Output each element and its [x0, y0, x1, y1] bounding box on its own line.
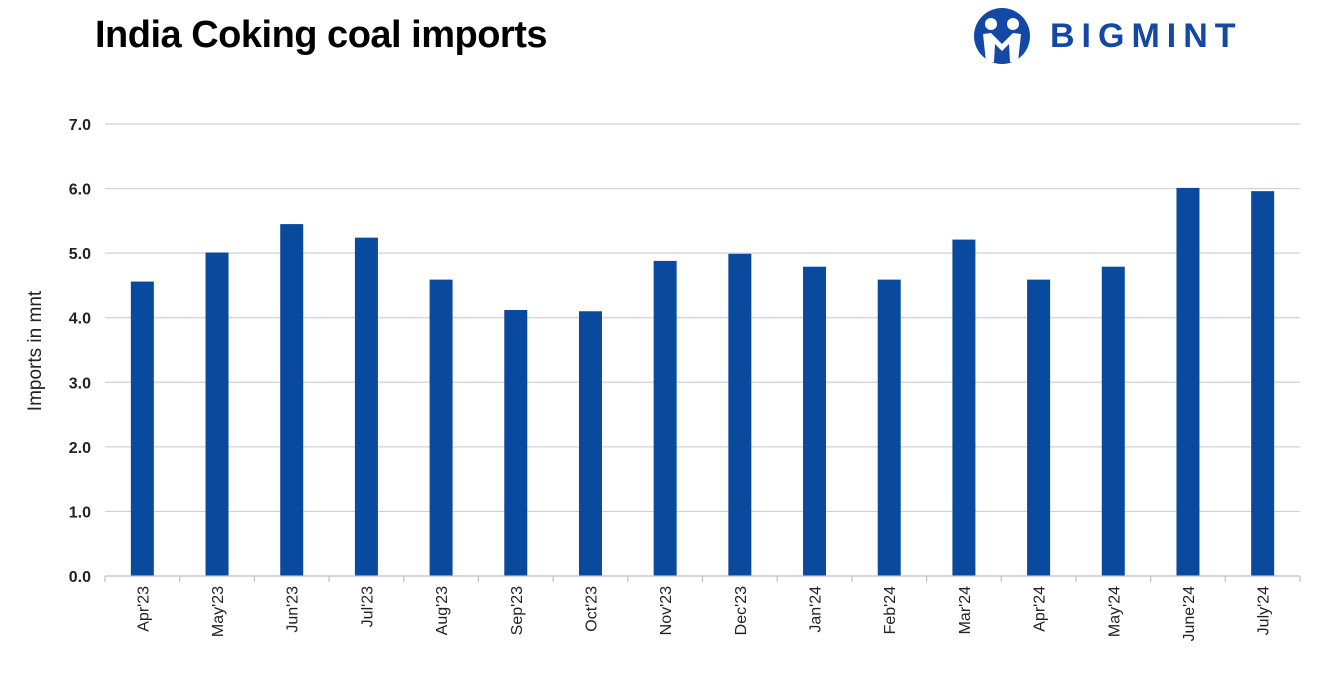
x-tick-label: May'23 [210, 586, 227, 637]
x-tick-label: Jul'23 [359, 586, 376, 627]
bar [1027, 279, 1051, 576]
bar [1251, 191, 1275, 576]
x-tick-label: Apr'24 [1032, 586, 1049, 632]
bar [280, 224, 304, 577]
y-tick-label: 1.0 [69, 504, 91, 521]
bar [504, 309, 528, 576]
y-axis-ticks: 0.0 1.0 2.0 3.0 4.0 5.0 6.0 7.0 [69, 117, 91, 586]
bar [877, 279, 901, 576]
x-tick-label: June'24 [1181, 586, 1198, 642]
bar [952, 239, 976, 576]
chart-bars [130, 187, 1275, 577]
bar [653, 260, 677, 576]
y-tick-label: 7.0 [69, 117, 91, 134]
y-tick-label: 0.0 [69, 569, 91, 586]
x-tick-label: Jan'24 [808, 586, 825, 633]
y-tick-label: 3.0 [69, 375, 91, 392]
bar [130, 281, 154, 576]
bar [728, 253, 752, 576]
bar [578, 311, 602, 576]
x-axis-labels: Apr'23 May'23 Jun'23 Jul'23 Aug'23 Sep'23 Oct'… [135, 586, 1272, 642]
y-tick-label: 4.0 [69, 311, 91, 328]
bigmint-logo-icon [974, 8, 1030, 64]
chart-grid [105, 123, 1300, 513]
x-tick-label: Dec'23 [733, 586, 750, 635]
y-tick-label: 2.0 [69, 440, 91, 457]
x-tick-label: Sep'23 [509, 586, 526, 635]
x-axis [104, 575, 1301, 582]
x-tick-label: Mar'24 [957, 586, 974, 635]
x-tick-label: July'24 [1256, 586, 1273, 635]
x-tick-label: May'24 [1106, 586, 1123, 637]
x-tick-label: Jun'23 [285, 586, 302, 633]
x-tick-label: Feb'24 [882, 586, 899, 635]
bar [803, 266, 827, 576]
bar [354, 237, 378, 576]
brand-name: BIGMINT [1050, 16, 1243, 55]
x-tick-label: Nov'23 [658, 586, 675, 635]
x-tick-label: Apr'23 [135, 586, 152, 632]
bar [205, 252, 229, 577]
y-axis-title: Imports in mnt [25, 290, 46, 411]
y-tick-label: 5.0 [69, 246, 91, 263]
brand-logo: BIGMINT [972, 6, 1302, 66]
bar [429, 279, 453, 576]
bar [1101, 266, 1125, 576]
bar [1176, 187, 1200, 576]
y-tick-label: 6.0 [69, 182, 91, 199]
chart-title: India Coking coal imports [95, 14, 548, 56]
x-tick-label: Oct'23 [583, 586, 600, 632]
x-tick-label: Aug'23 [434, 586, 451, 635]
